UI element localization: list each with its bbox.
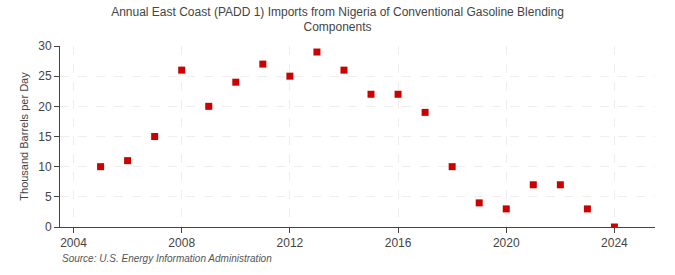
svg-text:5: 5 [45, 190, 52, 204]
svg-text:20: 20 [38, 100, 52, 114]
svg-text:15: 15 [38, 130, 52, 144]
svg-text:2024: 2024 [601, 236, 628, 250]
svg-text:25: 25 [38, 69, 52, 83]
svg-text:2004: 2004 [60, 236, 87, 250]
svg-text:Thousand Barrels per Day: Thousand Barrels per Day [18, 72, 30, 201]
svg-text:Annual East Coast (PADD 1) Imp: Annual East Coast (PADD 1) Imports from … [111, 5, 564, 35]
svg-text:Source: U.S. Energy Informatio: Source: U.S. Energy Information Administ… [62, 253, 272, 264]
svg-text:2012: 2012 [277, 236, 304, 250]
svg-text:10: 10 [38, 160, 52, 174]
svg-text:2016: 2016 [385, 236, 412, 250]
svg-text:2020: 2020 [493, 236, 520, 250]
svg-text:30: 30 [38, 39, 52, 53]
svg-text:2008: 2008 [168, 236, 195, 250]
svg-text:0: 0 [45, 220, 52, 234]
